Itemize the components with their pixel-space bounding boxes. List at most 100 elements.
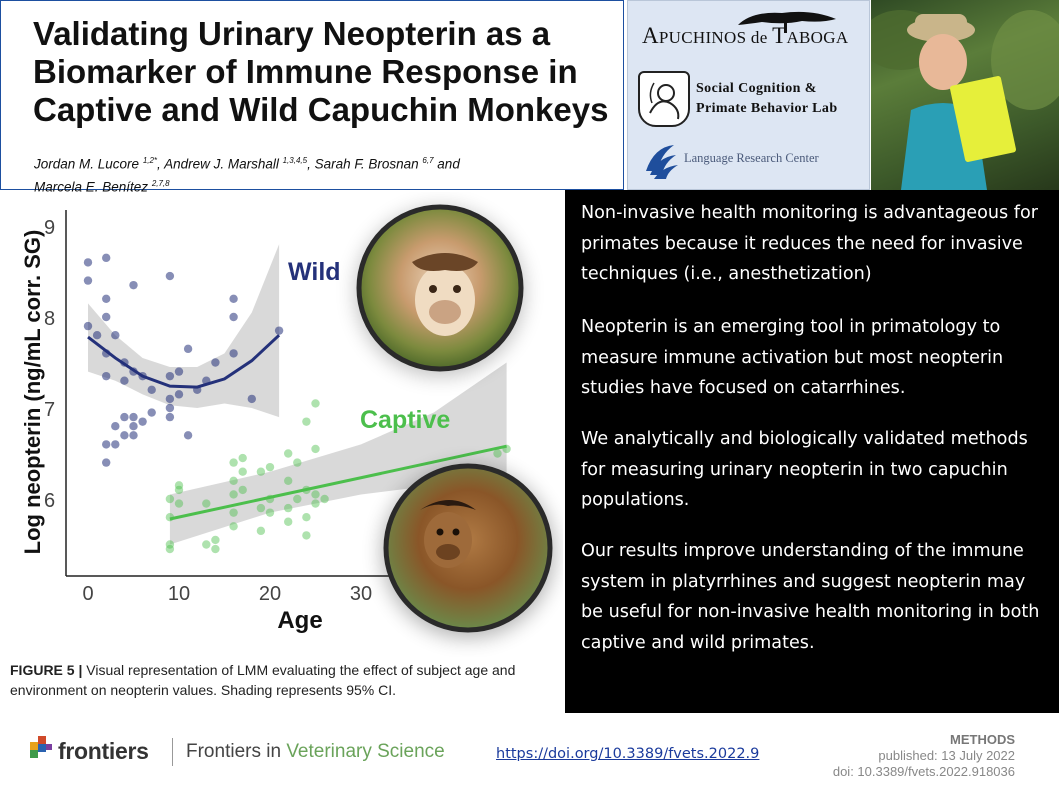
logo-letter: T	[772, 23, 787, 48]
article-type-label: METHODS	[950, 732, 1015, 747]
wild-data-point	[147, 408, 156, 417]
wild-data-point	[83, 276, 93, 285]
y-tick-label: 8	[44, 308, 55, 330]
captive-data-point	[302, 417, 311, 426]
captive-data-point	[493, 449, 502, 458]
footer: frontiers Frontiers in Veterinary Scienc…	[0, 714, 1059, 800]
summary-paragraph: We analytically and biologically validat…	[581, 429, 1028, 510]
social-cognition-lab-logo: Social Cognition & Primate Behavior Lab	[696, 79, 838, 119]
captive-data-point	[284, 476, 293, 485]
wild-data-point	[229, 312, 238, 322]
captive-data-point	[256, 503, 266, 513]
captive-data-point	[311, 499, 320, 508]
neopterin-age-chart: 6 7 8 9 0 10 20 30 Age Log neopterin (ng/mL corr.…	[20, 204, 554, 638]
wild-data-point	[183, 344, 193, 354]
wild-data-point	[129, 422, 138, 431]
wild-data-point	[211, 358, 220, 367]
frontiers-wordmark: frontiers	[58, 738, 149, 764]
captive-data-point	[302, 513, 311, 522]
wild-data-point	[102, 440, 111, 449]
tree-logo-icon	[738, 11, 836, 33]
summary-paragraph: Non-invasive health monitoring is advant…	[581, 203, 1038, 284]
x-tick-label: 20	[259, 583, 281, 605]
captive-data-point	[211, 544, 220, 554]
captive-data-point	[229, 458, 238, 467]
captive-data-point	[229, 508, 238, 517]
captive-data-point	[311, 444, 320, 454]
figure-caption-label: FIGURE 5 |	[10, 662, 83, 678]
wild-data-point	[120, 376, 129, 385]
logo-text: PUCHINOS de	[658, 28, 773, 47]
x-tick-label: 30	[350, 583, 372, 605]
frontiers-logo-icon	[30, 736, 52, 758]
captive-data-point	[284, 449, 293, 458]
captive-data-point	[284, 503, 293, 513]
author-affiliation: 2,7,8	[151, 178, 170, 188]
paper-title: Validating Urinary Neopterin as a Biomar…	[33, 15, 609, 128]
researcher-photo	[871, 0, 1059, 190]
wild-data-point	[129, 412, 138, 422]
author-list: Jordan M. Lucore 1,2*, Andrew J. Marshal…	[34, 156, 460, 194]
wild-data-point	[102, 312, 111, 322]
summary-panel: Non-invasive health monitoring is advant…	[565, 190, 1059, 713]
captive-data-point	[165, 544, 175, 554]
lab-name-line1: Social Cognition &	[696, 81, 817, 96]
captive-data-point	[311, 490, 320, 499]
wild-data-point	[165, 271, 175, 281]
captive-data-point	[256, 526, 266, 536]
wild-data-point	[102, 253, 111, 263]
apuchinos-de-taboga-logo: APUCHINOS de TABOGA	[642, 23, 848, 49]
x-tick-label: 0	[82, 583, 93, 605]
wild-data-point	[138, 417, 147, 426]
captive-data-point	[238, 485, 247, 495]
language-research-center-logo: Language Research Center	[684, 151, 819, 165]
wild-data-point	[247, 394, 256, 404]
lrc-flame-icon	[646, 145, 678, 179]
author-name: Andrew J. Marshall	[164, 156, 283, 172]
captive-ci-band	[169, 362, 507, 545]
wild-data-point	[83, 258, 93, 267]
wild-data-point	[174, 390, 184, 399]
wild-data-point	[147, 385, 156, 394]
logo-letter: A	[642, 23, 659, 48]
captive-fit-line	[169, 444, 507, 521]
wild-data-point	[165, 394, 175, 404]
wild-data-point	[229, 294, 238, 303]
captive-series-label: Captive	[360, 406, 450, 434]
wild-data-point	[229, 349, 238, 358]
figure-caption: FIGURE 5 | Visual representation of LMM …	[10, 660, 555, 700]
wild-series-label: Wild	[288, 258, 341, 286]
wild-data-point	[120, 431, 129, 440]
y-tick-label: 6	[44, 490, 55, 512]
wild-data-point	[165, 403, 175, 413]
wild-fit-line	[87, 334, 281, 389]
captive-data-point	[165, 494, 175, 504]
captive-data-point	[202, 499, 211, 508]
author-affiliation: 6,7	[422, 156, 434, 165]
summary-paragraph: Neopterin is an emerging tool in primato…	[581, 317, 1004, 398]
captive-data-point	[229, 522, 238, 531]
wild-data-point	[165, 412, 175, 422]
wild-data-point	[102, 458, 111, 467]
author-name: Marcela E. Benítez	[34, 179, 152, 194]
journal-prefix: Frontiers in	[186, 741, 287, 762]
doi-link[interactable]: https://doi.org/10.3389/fvets.2022.9	[496, 746, 760, 762]
captive-data-point	[229, 490, 238, 499]
wild-data-point	[129, 280, 138, 290]
captive-data-point	[302, 531, 311, 540]
wild-data-point	[120, 412, 129, 422]
captive-data-point	[293, 494, 302, 504]
affiliation-logos: APUCHINOS de TABOGA Social Cognition & P…	[627, 0, 870, 190]
y-tick-label: 7	[44, 399, 55, 421]
wild-data-point	[111, 331, 120, 340]
captive-data-point	[174, 485, 184, 495]
summary-paragraph: Our results improve understanding of the…	[581, 541, 1040, 653]
y-tick-label: 9	[44, 217, 55, 239]
captive-data-point	[229, 476, 238, 485]
journal-suffix: Veterinary Science	[286, 741, 445, 762]
x-tick-label: 10	[168, 583, 190, 605]
wild-data-point	[129, 431, 138, 440]
captive-data-point	[284, 517, 293, 526]
captive-data-point	[238, 453, 247, 463]
wild-data-point	[92, 331, 102, 340]
